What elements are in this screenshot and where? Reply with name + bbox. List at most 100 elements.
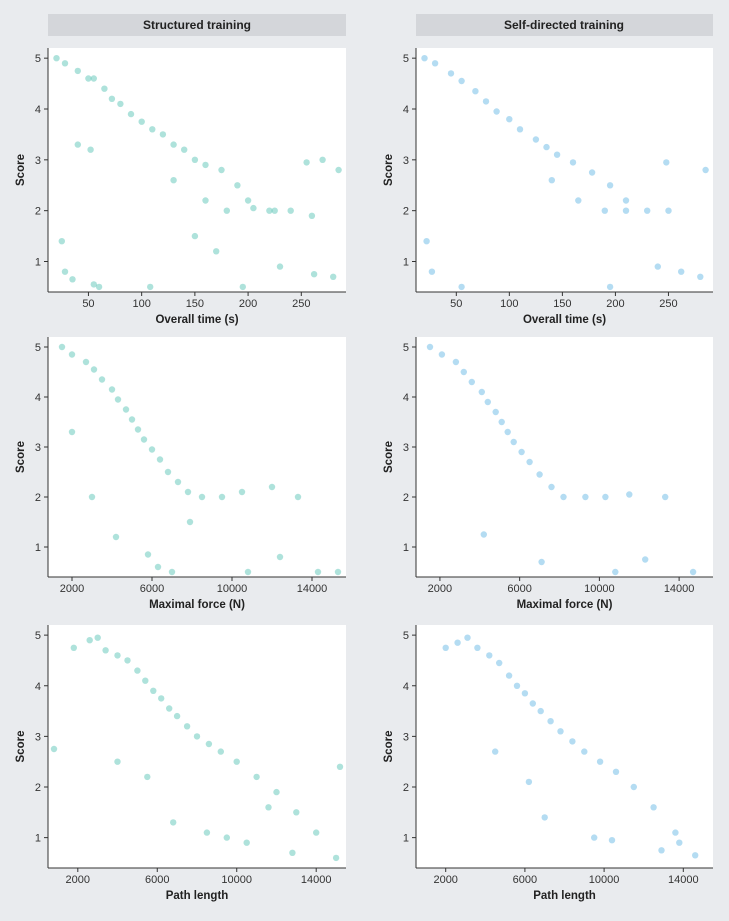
data-point: [421, 55, 428, 62]
y-axis-label: Score: [15, 441, 27, 473]
y-tick-label: 1: [403, 833, 409, 845]
data-point: [150, 687, 157, 694]
data-point: [217, 748, 224, 755]
data-point: [482, 98, 490, 105]
y-tick-label: 5: [403, 53, 409, 65]
x-tick-label: 250: [292, 298, 310, 310]
data-point: [313, 829, 320, 836]
y-tick-label: 2: [35, 206, 41, 218]
x-tick-label: 2000: [66, 874, 90, 886]
data-point: [426, 343, 434, 351]
data-point: [90, 75, 98, 82]
y-tick-label: 2: [35, 492, 41, 504]
x-axis-label: Maximal force (N): [517, 599, 613, 611]
data-point: [626, 491, 633, 498]
data-point: [569, 738, 576, 745]
x-tick-label: 100: [500, 298, 518, 310]
x-axis-label: Overall time (s): [523, 314, 606, 326]
data-point: [158, 695, 165, 702]
data-point: [591, 834, 598, 841]
data-point: [676, 839, 683, 846]
data-point: [112, 533, 120, 541]
plot-area: [416, 625, 713, 868]
data-point: [547, 718, 554, 725]
data-point: [90, 366, 98, 373]
data-point: [314, 568, 322, 576]
data-point: [149, 126, 156, 133]
data-points: [421, 55, 709, 291]
x-tick-label: 200: [239, 298, 257, 310]
x-tick-label: 150: [186, 298, 204, 310]
data-point: [442, 644, 449, 651]
x-tick-label: 200: [606, 298, 624, 310]
plot-area: [416, 337, 713, 577]
y-tick-label: 2: [403, 492, 409, 504]
data-point: [581, 748, 588, 755]
x-tick-label: 2000: [433, 874, 457, 886]
data-points: [426, 343, 697, 576]
data-point: [529, 700, 536, 707]
data-point: [336, 763, 344, 770]
y-tick-label: 1: [403, 542, 409, 554]
plot-area: [48, 625, 346, 868]
data-point: [88, 493, 96, 501]
data-point: [606, 283, 614, 291]
data-point: [68, 428, 76, 436]
data-point: [156, 456, 164, 463]
x-tick-label: 10000: [221, 874, 252, 886]
y-tick-label: 1: [35, 257, 41, 269]
scatter-chart-6: 1 2 3 4 5 2000 6000 10000 14000 Path length Score: [383, 625, 713, 902]
x-tick-label: 10000: [589, 874, 620, 886]
x-tick-label: 6000: [145, 874, 169, 886]
data-point: [173, 712, 181, 720]
y-tick-label: 1: [35, 542, 41, 554]
data-point: [164, 468, 172, 476]
data-point: [612, 768, 620, 775]
data-point: [663, 159, 670, 166]
y-tick-label: 2: [403, 206, 409, 218]
x-tick-label: 100: [132, 298, 150, 310]
data-point: [183, 723, 191, 730]
data-point: [510, 438, 517, 446]
x-tick-label: 6000: [513, 874, 537, 886]
data-point: [191, 232, 199, 240]
scatter-chart-5: 1 2 3 4 5 2000 6000 10000 14000 Path length Score: [15, 625, 346, 902]
x-tick-label: 14000: [297, 583, 328, 595]
data-point: [504, 428, 511, 436]
data-point: [98, 376, 106, 383]
data-point: [74, 67, 82, 75]
data-point: [692, 852, 699, 859]
data-point: [276, 263, 284, 270]
data-point: [303, 159, 310, 166]
y-tick-label: 5: [403, 342, 409, 354]
x-tick-label: 50: [82, 298, 94, 310]
data-point: [191, 156, 199, 163]
data-point: [537, 707, 544, 715]
y-tick-label: 1: [35, 833, 41, 845]
data-point: [702, 166, 709, 174]
data-point: [622, 197, 630, 204]
data-point: [458, 77, 465, 85]
plot-area: [416, 48, 713, 292]
data-point: [486, 652, 493, 659]
y-tick-label: 4: [35, 681, 41, 693]
data-point: [142, 677, 149, 684]
y-tick-label: 4: [35, 104, 41, 116]
data-point: [140, 436, 148, 443]
data-point: [170, 819, 177, 826]
data-point: [689, 568, 697, 576]
data-point: [154, 563, 162, 571]
data-point: [159, 131, 167, 138]
data-point: [213, 248, 220, 255]
data-point: [108, 95, 116, 103]
data-point: [276, 553, 284, 561]
data-point: [319, 156, 326, 163]
y-tick-label: 5: [403, 630, 409, 642]
x-tick-label: 14000: [664, 583, 695, 595]
data-point: [492, 748, 499, 755]
data-point: [496, 659, 503, 667]
data-point: [203, 829, 211, 836]
data-point: [184, 488, 192, 496]
data-point: [124, 657, 131, 664]
